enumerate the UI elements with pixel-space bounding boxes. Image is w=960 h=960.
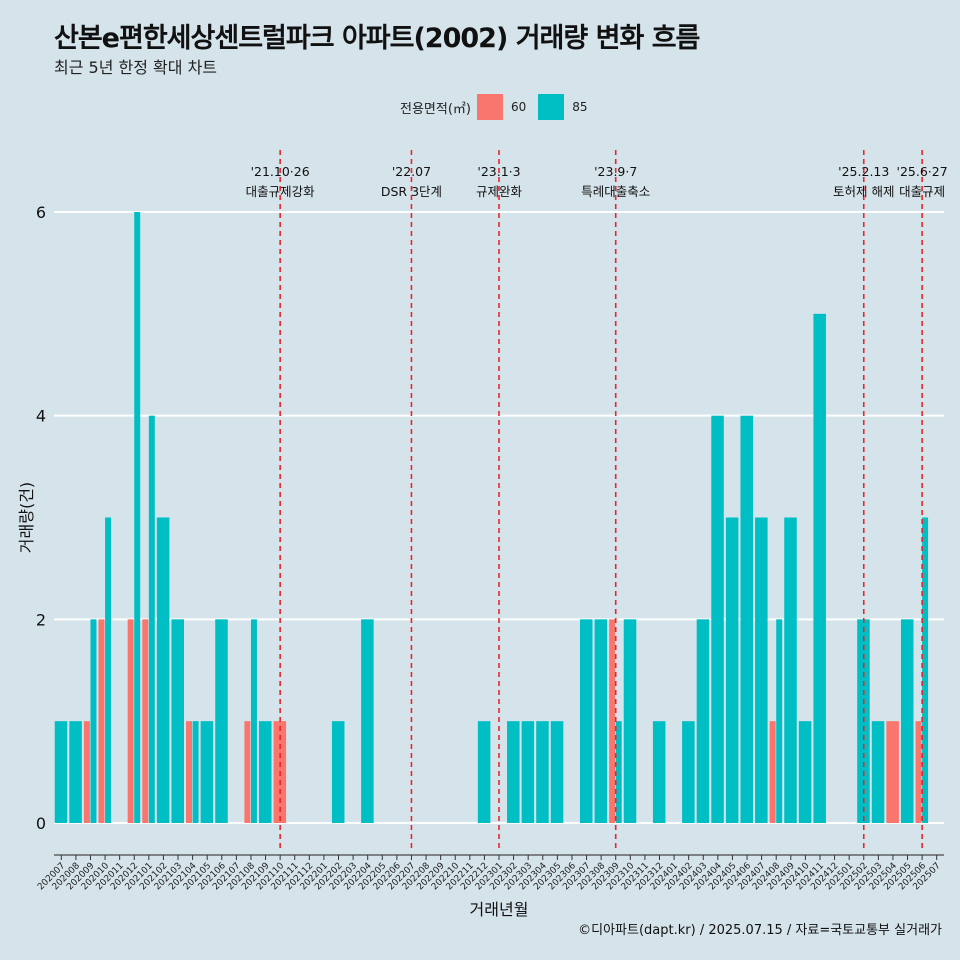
bar-85-202403 [696, 619, 710, 823]
y-axis-title: 거래량(건) [17, 482, 36, 553]
bar-85-202007 [54, 721, 68, 823]
event-label-3: 특례대출축소 [581, 184, 650, 199]
bar-60-202506 [915, 721, 922, 823]
bar-85-202304 [536, 721, 549, 823]
bar-85-202410 [798, 721, 812, 823]
bar-85-202506 [922, 517, 929, 823]
bar-60-202010 [98, 619, 105, 823]
event-label-0: 대출규제강화 [246, 184, 316, 199]
bar-60-202104 [186, 721, 193, 823]
bar-85-202402 [682, 721, 695, 823]
event-label-4: 토허제 해제 [833, 184, 894, 199]
bar-85-202105 [200, 721, 214, 823]
chart-title: 산본e편한세상센트럴파크 아파트(2002) 거래량 변화 흐름 [54, 23, 700, 54]
bar-85-202212 [477, 721, 491, 823]
bar-60-202408 [769, 721, 776, 823]
bar-85-202411 [813, 313, 826, 823]
event-date-2: '23.1·3 [477, 164, 520, 179]
bar-85-202012 [134, 212, 141, 823]
bar-60-202012 [127, 619, 134, 823]
event-label-1: DSR 3단계 [381, 184, 442, 199]
legend-label-60: 60 [510, 100, 527, 114]
bar-85-202406 [740, 415, 753, 823]
event-date-1: '22.07 [392, 164, 431, 179]
bar-85-202405 [725, 517, 739, 823]
event-date-3: '23.9·7 [594, 164, 637, 179]
event-label-2: 규제완화 [476, 184, 523, 199]
bar-85-202204 [361, 619, 374, 823]
bar-85-202503 [871, 721, 885, 823]
legend-label-85: 85 [572, 100, 588, 114]
legend-swatch-85 [538, 94, 565, 120]
bar-85-202505 [900, 619, 914, 823]
bar-85-202309 [615, 721, 622, 823]
bar-85-202103 [171, 619, 184, 823]
bar-85-202303 [521, 721, 535, 823]
event-date-0: '21.10·26 [251, 164, 310, 179]
bar-85-202109 [258, 721, 272, 823]
legend-title: 전용면적(㎡) [400, 101, 471, 117]
y-tick-label-4: 4 [36, 407, 46, 426]
bar-85-202008 [69, 721, 82, 823]
bar-85-202101 [148, 415, 155, 823]
bar-85-202108 [250, 619, 257, 823]
bar-85-202104 [192, 721, 199, 823]
bar-85-202409 [784, 517, 797, 823]
bar-85-202305 [550, 721, 564, 823]
chart-subtitle: 최근 5년 한정 확대 차트 [54, 58, 218, 77]
bar-85-202308 [594, 619, 608, 823]
bar-85-202310 [623, 619, 637, 823]
bar-60-202009 [83, 721, 90, 823]
bar-85-202312 [652, 721, 666, 823]
bar-85-202009 [90, 619, 97, 823]
y-tick-label-6: 6 [36, 203, 46, 222]
bar-60-202504 [886, 721, 899, 823]
bar-85-202407 [755, 517, 768, 823]
bar-85-202102 [156, 517, 170, 823]
y-tick-label-0: 0 [36, 814, 46, 833]
bar-85-202404 [711, 415, 724, 823]
bar-85-202106 [215, 619, 228, 823]
event-date-4: '25.2.13 [838, 164, 889, 179]
bar-60-202101 [142, 619, 149, 823]
source-caption: ©디아파트(dapt.kr) / 2025.07.15 / 자료=국토교통부 실… [578, 923, 942, 938]
bar-85-202010 [105, 517, 112, 823]
legend-swatch-60 [476, 94, 503, 120]
event-date-5: '25.6·27 [897, 164, 948, 179]
event-label-5: 대출규제 [899, 184, 945, 199]
bar-60-202309 [609, 619, 616, 823]
bar-85-202302 [507, 721, 520, 823]
bar-85-202202 [331, 721, 345, 823]
legend: 전용면적(㎡) 60 85 [400, 94, 594, 120]
x-axis-title: 거래년월 [470, 900, 529, 919]
bar-60-202108 [244, 721, 251, 823]
bar-85-202307 [579, 619, 593, 823]
bar-85-202408 [776, 619, 783, 823]
y-tick-label-2: 2 [36, 610, 46, 629]
